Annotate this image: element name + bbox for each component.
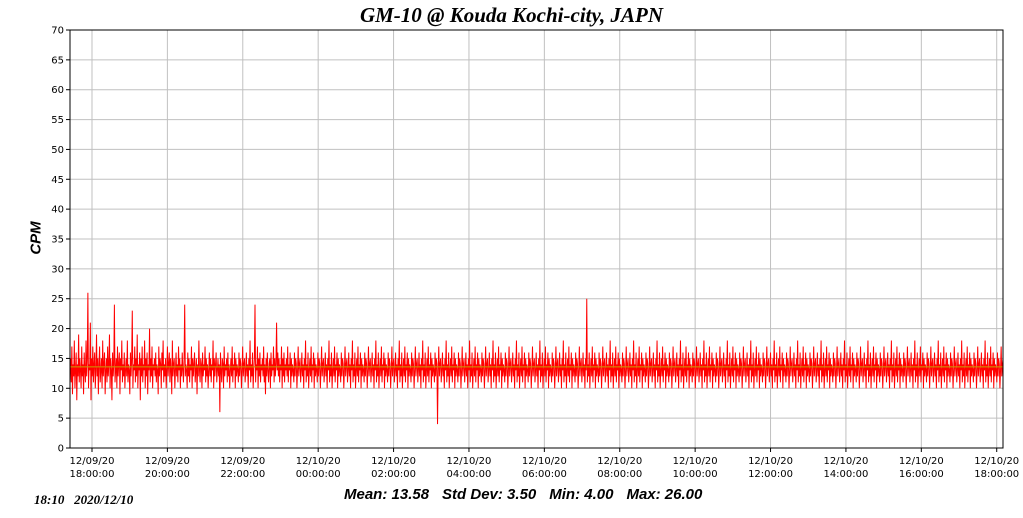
chart-title: GM-10 @ Kouda Kochi-city, JAPN bbox=[359, 3, 664, 27]
x-tick-label-time: 18:00:00 bbox=[974, 469, 1019, 480]
y-tick-label: 70 bbox=[51, 26, 64, 37]
y-tick-label: 30 bbox=[51, 264, 64, 275]
y-tick-label: 45 bbox=[51, 175, 64, 186]
x-tick-label-date: 12/09/20 bbox=[70, 456, 115, 467]
x-tick-label-date: 12/09/20 bbox=[145, 456, 190, 467]
x-tick-label-date: 12/10/20 bbox=[823, 456, 868, 467]
x-tick-label-time: 18:00:00 bbox=[70, 469, 115, 480]
grid-lines bbox=[70, 29, 1003, 449]
x-tick-label-date: 12/10/20 bbox=[296, 456, 341, 467]
stat-max: Max: 26.00 bbox=[626, 486, 703, 503]
x-tick-label-time: 02:00:00 bbox=[371, 469, 416, 480]
y-axis-ticks: 0 5 10 15 20 25 30 35 40 45 50 55 60 65 70 bbox=[51, 26, 70, 455]
stat-std-dev: Std Dev: 3.50 bbox=[442, 486, 537, 503]
x-tick-label-date: 12/10/20 bbox=[974, 456, 1019, 467]
x-tick-label-time: 22:00:00 bbox=[220, 469, 265, 480]
y-tick-label: 15 bbox=[51, 354, 64, 365]
x-tick-label-date: 12/10/20 bbox=[748, 456, 793, 467]
stat-min: Min: 4.00 bbox=[549, 486, 614, 503]
y-tick-label: 5 bbox=[58, 414, 64, 425]
x-tick-label-date: 12/09/20 bbox=[220, 456, 265, 467]
x-tick-label-date: 12/10/20 bbox=[522, 456, 567, 467]
plot-frame bbox=[69, 29, 1004, 449]
x-tick-label-date: 12/10/20 bbox=[597, 456, 642, 467]
y-axis-label: CPM bbox=[27, 221, 45, 255]
timestamp: 18:10 2020/12/10 bbox=[34, 492, 134, 507]
stat-mean: Mean: 13.58 bbox=[344, 486, 430, 503]
x-tick-label-time: 04:00:00 bbox=[446, 469, 491, 480]
x-tick-label-time: 16:00:00 bbox=[899, 469, 944, 480]
y-tick-label: 35 bbox=[51, 235, 64, 246]
x-tick-label-time: 20:00:00 bbox=[145, 469, 190, 480]
y-tick-label: 10 bbox=[51, 384, 64, 395]
x-tick-label-date: 12/10/20 bbox=[371, 456, 416, 467]
y-tick-label: 60 bbox=[51, 85, 64, 96]
x-tick-label-time: 06:00:00 bbox=[522, 469, 567, 480]
series-line-cpm bbox=[69, 292, 1004, 425]
x-tick-label-time: 14:00:00 bbox=[823, 469, 868, 480]
y-tick-label: 0 bbox=[58, 444, 64, 455]
x-tick-label-time: 12:00:00 bbox=[748, 469, 793, 480]
x-tick-label-time: 08:00:00 bbox=[597, 469, 642, 480]
y-tick-label: 65 bbox=[51, 55, 64, 66]
y-tick-label: 25 bbox=[51, 294, 64, 305]
stats-summary: Mean: 13.58 Std Dev: 3.50 Min: 4.00 Max: 26… bbox=[344, 486, 715, 503]
y-tick-label: 55 bbox=[51, 115, 64, 126]
x-tick-label-date: 12/10/20 bbox=[899, 456, 944, 467]
x-tick-label-time: 00:00:00 bbox=[296, 469, 341, 480]
x-tick-label-date: 12/10/20 bbox=[673, 456, 718, 467]
x-tick-label-time: 10:00:00 bbox=[673, 469, 718, 480]
x-tick-label-date: 12/10/20 bbox=[446, 456, 491, 467]
y-tick-label: 50 bbox=[51, 145, 64, 156]
y-tick-label: 20 bbox=[51, 324, 64, 335]
x-axis-ticks: 12/09/20 18:00:00 12/09/20 20:00:00 12/09/20… bbox=[70, 448, 1019, 480]
y-tick-label: 40 bbox=[51, 205, 64, 216]
